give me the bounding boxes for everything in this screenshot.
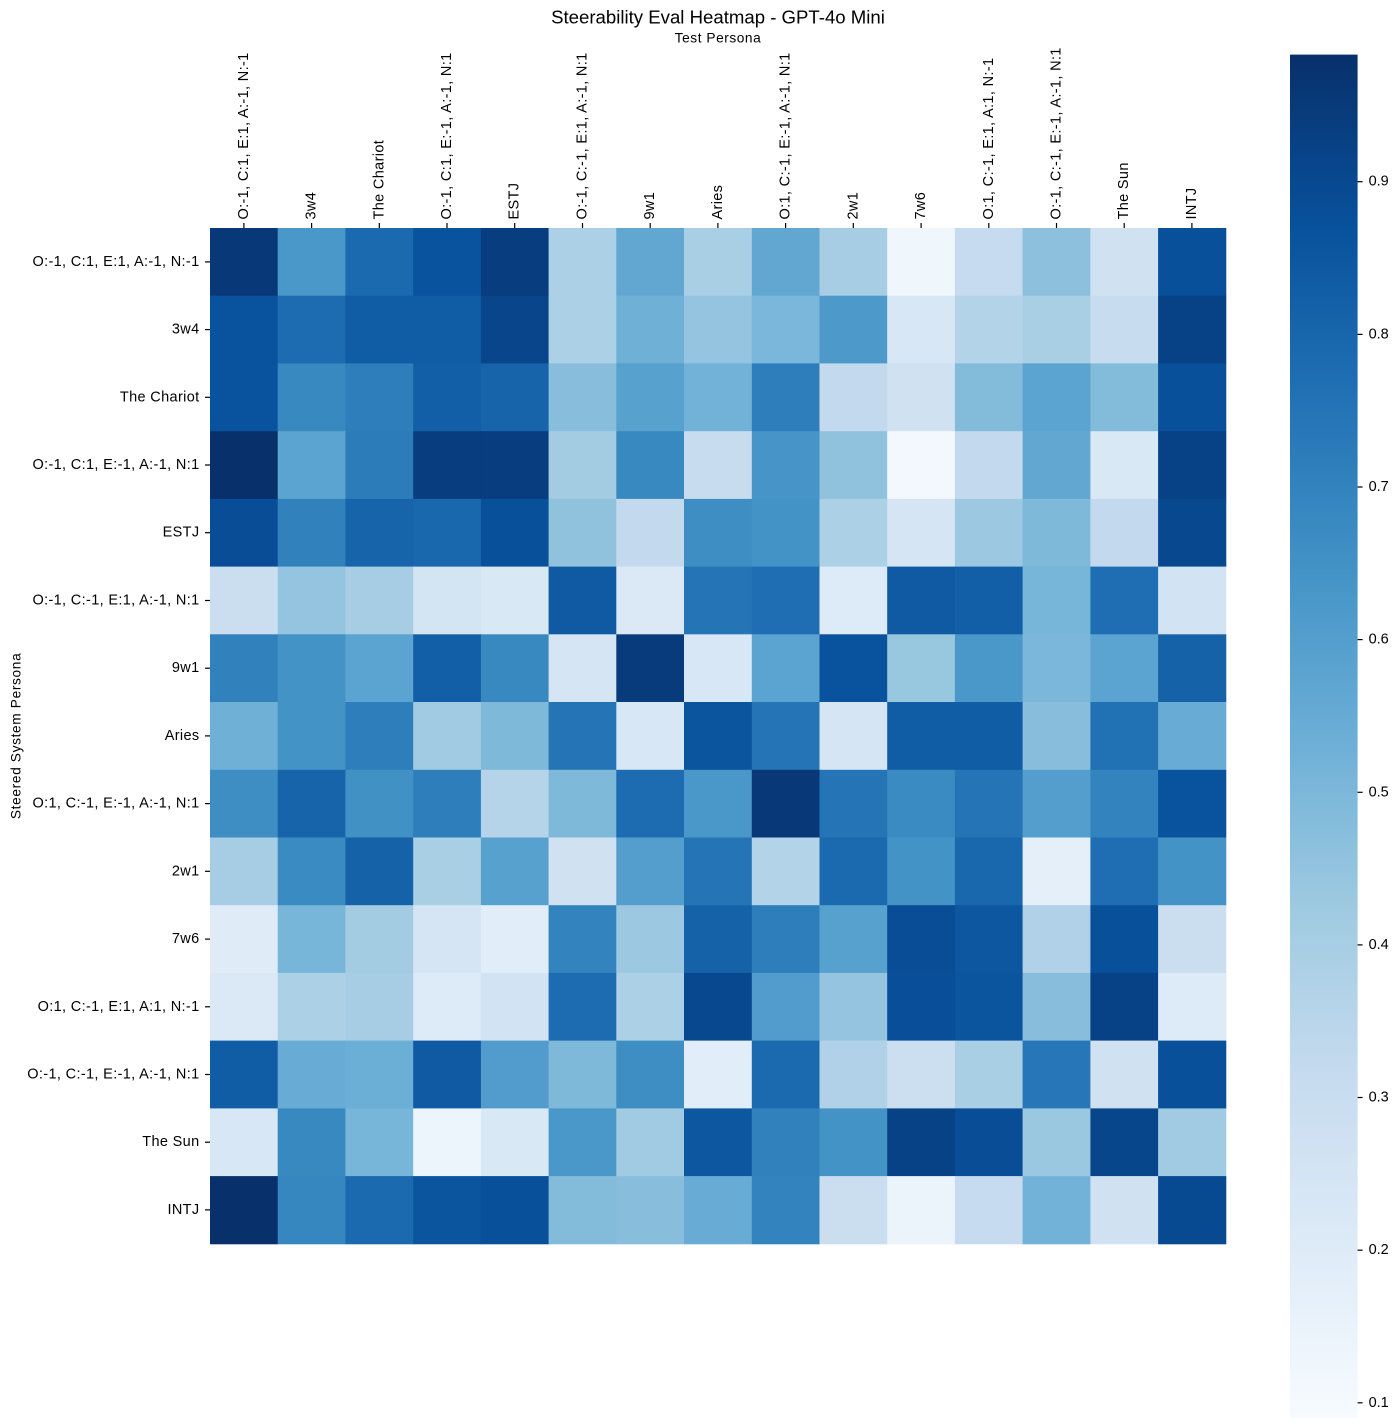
svg-text:The Sun: The Sun (1116, 162, 1132, 219)
svg-text:O:-1, C:1, E:1, A:-1, N:-1: O:-1, C:1, E:1, A:-1, N:-1 (236, 52, 252, 219)
svg-text:0.7: 0.7 (1369, 479, 1389, 495)
svg-text:7w6: 7w6 (172, 931, 200, 947)
svg-text:Steerability Eval Heatmap - GP: Steerability Eval Heatmap - GPT-4o Mini (551, 7, 885, 28)
svg-text:The Sun: The Sun (142, 1134, 199, 1150)
svg-text:O:1, C:-1, E:1, A:1, N:-1: O:1, C:-1, E:1, A:1, N:-1 (38, 999, 200, 1015)
svg-text:0.5: 0.5 (1369, 784, 1389, 800)
svg-text:O:1, C:-1, E:1, A:1, N:-1: O:1, C:-1, E:1, A:1, N:-1 (981, 58, 997, 220)
svg-text:INTJ: INTJ (1184, 187, 1200, 219)
svg-text:3w4: 3w4 (304, 192, 320, 220)
svg-text:INTJ: INTJ (167, 1202, 199, 1218)
svg-text:The Chariot: The Chariot (371, 140, 387, 220)
svg-text:0.1: 0.1 (1369, 1395, 1389, 1411)
svg-text:ESTJ: ESTJ (163, 525, 200, 541)
svg-text:O:1, C:-1, E:-1, A:-1, N:1: O:1, C:-1, E:-1, A:-1, N:1 (778, 52, 794, 219)
svg-text:ESTJ: ESTJ (507, 183, 523, 220)
svg-text:2w1: 2w1 (172, 863, 200, 879)
svg-text:0.3: 0.3 (1369, 1090, 1389, 1106)
svg-text:0.8: 0.8 (1369, 326, 1389, 342)
svg-text:O:-1, C:1, E:-1, A:-1, N:1: O:-1, C:1, E:-1, A:-1, N:1 (32, 457, 199, 473)
svg-text:The Chariot: The Chariot (120, 389, 200, 405)
svg-text:3w4: 3w4 (172, 322, 200, 338)
svg-text:O:-1, C:-1, E:1, A:-1, N:1: O:-1, C:-1, E:1, A:-1, N:1 (575, 52, 591, 219)
svg-text:Aries: Aries (710, 185, 726, 220)
svg-text:2w1: 2w1 (845, 192, 861, 220)
svg-text:0.2: 0.2 (1369, 1242, 1389, 1258)
svg-text:9w1: 9w1 (172, 660, 200, 676)
svg-text:Test Persona: Test Persona (675, 31, 762, 46)
svg-text:O:-1, C:-1, E:-1, A:-1, N:1: O:-1, C:-1, E:-1, A:-1, N:1 (27, 1067, 199, 1083)
svg-text:O:-1, C:-1, E:1, A:-1, N:1: O:-1, C:-1, E:1, A:-1, N:1 (32, 593, 199, 609)
svg-text:9w1: 9w1 (642, 192, 658, 220)
svg-text:7w6: 7w6 (913, 192, 929, 220)
svg-text:O:-1, C:1, E:-1, A:-1, N:1: O:-1, C:1, E:-1, A:-1, N:1 (439, 52, 455, 219)
svg-text:Aries: Aries (165, 728, 200, 744)
svg-text:Steered System Persona: Steered System Persona (9, 653, 24, 819)
svg-text:0.6: 0.6 (1369, 632, 1389, 648)
svg-text:0.4: 0.4 (1369, 937, 1389, 953)
svg-text:O:-1, C:1, E:1, A:-1, N:-1: O:-1, C:1, E:1, A:-1, N:-1 (32, 254, 199, 270)
svg-text:O:1, C:-1, E:-1, A:-1, N:1: O:1, C:-1, E:-1, A:-1, N:1 (32, 796, 199, 812)
svg-text:0.9: 0.9 (1369, 174, 1389, 190)
svg-text:O:-1, C:-1, E:-1, A:-1, N:1: O:-1, C:-1, E:-1, A:-1, N:1 (1049, 47, 1065, 219)
